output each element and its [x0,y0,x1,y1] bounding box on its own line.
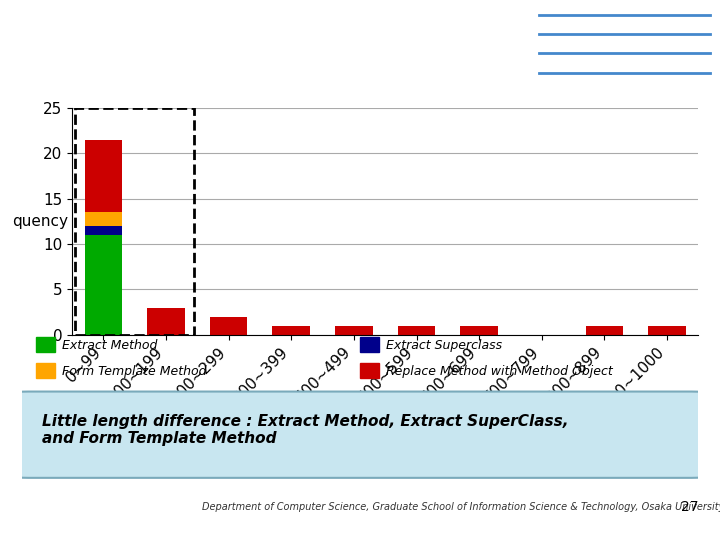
Bar [585,326,624,335]
Bar [147,308,185,335]
Bar [272,326,310,335]
Bar [648,326,686,335]
Bar [84,140,122,212]
Bar [84,212,122,226]
Y-axis label: quency: quency [12,214,68,229]
Bar [36,337,55,352]
Text: Replace Method with Method Object: Replace Method with Method Object [386,365,613,378]
Text: Department of Computer Science, Graduate School of Information Science & Technol: Department of Computer Science, Graduate… [202,502,720,512]
Bar [210,316,248,335]
Text: 27: 27 [681,501,698,514]
Bar [460,326,498,335]
Bar [36,363,55,378]
Text: Little length difference : Extract Method, Extract SuperClass,
and Form Template: Little length difference : Extract Metho… [42,414,568,446]
Text: Extract Method: Extract Method [62,339,157,352]
Bar [397,326,436,335]
Bar [84,235,122,335]
Text: The Length Difference between
Clone Pair of Each Patterns (1/2): The Length Difference between Clone Pair… [22,12,581,75]
Text: Extract Superclass: Extract Superclass [386,339,502,352]
Text: Form Template Method: Form Template Method [62,365,207,378]
FancyBboxPatch shape [15,392,705,478]
Bar [335,326,373,335]
Bar [84,226,122,235]
Bar [360,337,379,352]
Bar [360,363,379,378]
